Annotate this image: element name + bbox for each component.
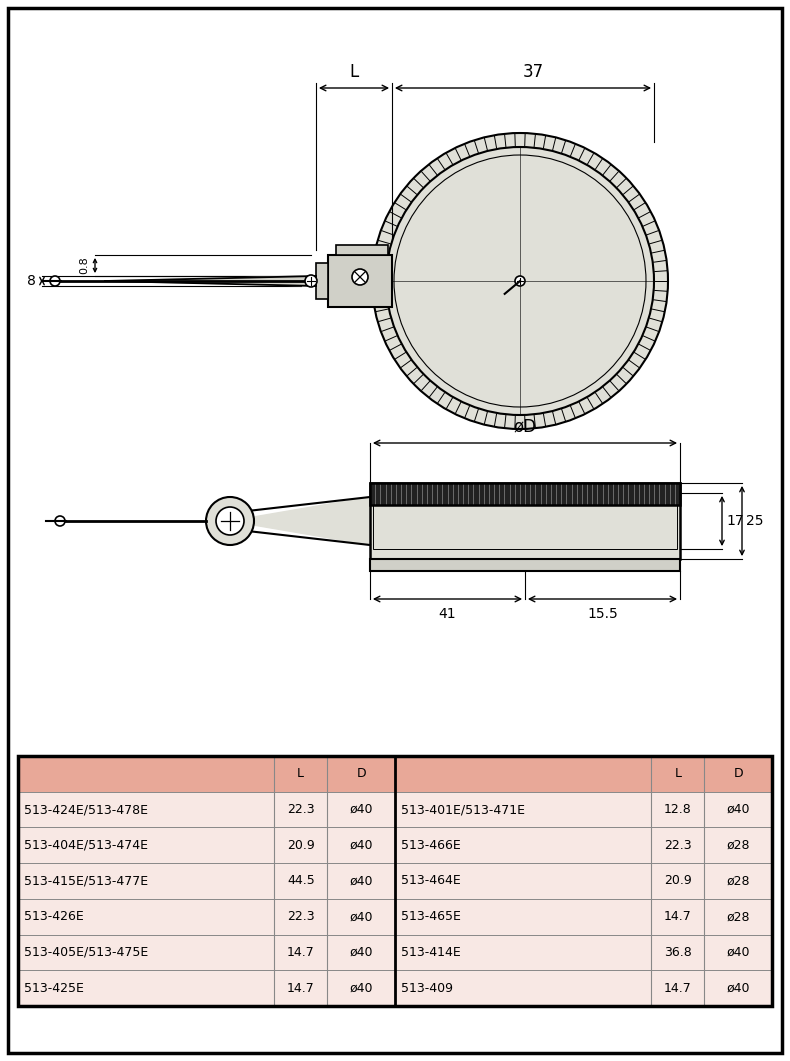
Text: 513-415E/513-477E: 513-415E/513-477E [24,874,149,887]
Circle shape [515,276,525,286]
FancyBboxPatch shape [18,899,395,935]
Text: ø40: ø40 [349,803,373,816]
Text: 513-465E: 513-465E [401,910,461,923]
Text: ø40: ø40 [349,981,373,994]
Text: 14.7: 14.7 [664,981,691,994]
Text: 0.8: 0.8 [79,257,89,275]
FancyBboxPatch shape [316,263,328,299]
Text: 513-404E/513-474E: 513-404E/513-474E [24,839,148,852]
FancyBboxPatch shape [370,483,680,559]
FancyBboxPatch shape [18,935,395,971]
Text: 37: 37 [522,63,544,81]
FancyBboxPatch shape [370,483,680,505]
Polygon shape [105,276,316,286]
FancyBboxPatch shape [18,864,395,899]
Text: 513-401E/513-471E: 513-401E/513-471E [401,803,525,816]
Text: 22.3: 22.3 [287,910,314,923]
FancyBboxPatch shape [395,935,772,971]
Text: ø40: ø40 [726,946,750,959]
Text: 41: 41 [438,607,457,621]
Text: L: L [674,767,681,780]
Text: 22.3: 22.3 [664,839,691,852]
Text: ø40: ø40 [349,946,373,959]
Text: 12.8: 12.8 [664,803,691,816]
Polygon shape [230,497,370,545]
Text: ø40: ø40 [726,803,750,816]
Text: ø40: ø40 [726,981,750,994]
Circle shape [50,276,60,286]
Text: 36.8: 36.8 [664,946,691,959]
Circle shape [394,155,646,407]
Text: ø40: ø40 [349,874,373,887]
Text: 513-409: 513-409 [401,981,453,994]
Circle shape [305,275,317,286]
Text: 513-424E/513-478E: 513-424E/513-478E [24,803,148,816]
FancyBboxPatch shape [395,792,772,828]
Text: 14.7: 14.7 [664,910,691,923]
Text: 513-466E: 513-466E [401,839,461,852]
FancyBboxPatch shape [336,245,388,255]
Text: øD: øD [514,417,536,435]
Text: 25: 25 [746,514,763,528]
FancyBboxPatch shape [370,559,680,571]
Text: 20.9: 20.9 [287,839,314,852]
Text: 513-425E: 513-425E [24,981,84,994]
FancyBboxPatch shape [18,971,395,1006]
Circle shape [216,507,244,535]
FancyBboxPatch shape [395,756,772,792]
Text: 20.9: 20.9 [664,874,691,887]
FancyBboxPatch shape [373,493,677,549]
Text: 14.7: 14.7 [287,946,314,959]
FancyBboxPatch shape [18,792,395,828]
Text: ø28: ø28 [726,910,750,923]
FancyBboxPatch shape [395,828,772,864]
Text: ø40: ø40 [349,910,373,923]
Text: 14.7: 14.7 [287,981,314,994]
Text: ø28: ø28 [726,839,750,852]
Text: 22.3: 22.3 [287,803,314,816]
FancyBboxPatch shape [395,899,772,935]
Text: D: D [356,767,366,780]
Circle shape [386,147,654,415]
FancyBboxPatch shape [395,864,772,899]
Text: L: L [297,767,304,780]
Ellipse shape [206,497,254,545]
Text: 513-464E: 513-464E [401,874,461,887]
Text: 513-426E: 513-426E [24,910,84,923]
Text: 513-414E: 513-414E [401,946,461,959]
Text: 17: 17 [726,514,743,528]
Text: 513-405E/513-475E: 513-405E/513-475E [24,946,149,959]
Circle shape [55,516,65,526]
FancyBboxPatch shape [395,971,772,1006]
Text: L: L [349,63,359,81]
Text: ø40: ø40 [349,839,373,852]
FancyBboxPatch shape [328,255,392,307]
FancyBboxPatch shape [18,828,395,864]
Circle shape [352,269,368,285]
Text: ø28: ø28 [726,874,750,887]
Text: 44.5: 44.5 [287,874,314,887]
Text: 15.5: 15.5 [587,607,618,621]
FancyBboxPatch shape [18,756,395,792]
Text: D: D [733,767,743,780]
Text: 8: 8 [27,274,36,288]
Circle shape [372,133,668,429]
